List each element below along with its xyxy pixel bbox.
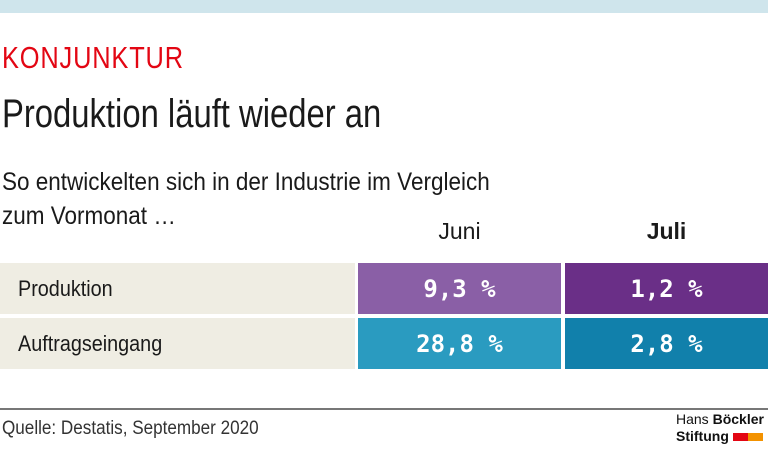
subtitle-line-2: zum Vormonat … (2, 202, 176, 230)
chart-title: Produktion läuft wieder an (2, 92, 382, 136)
table-row: Auftragseingang 28,8 % 2,8 % (0, 318, 768, 369)
value-cell: 1,2 % (565, 263, 768, 314)
logo-text: Hans (676, 411, 709, 427)
chart-subtitle: So entwickelten sich in der Industrie im… (2, 165, 490, 233)
row-label-cell: Produktion (0, 263, 355, 314)
row-label: Produktion (18, 276, 113, 301)
logo-text-bold: Stiftung (676, 428, 729, 444)
value-cell: 28,8 % (358, 318, 561, 369)
subtitle-line-1: So entwickelten sich in der Industrie im… (2, 168, 490, 196)
row-label: Auftragseingang (18, 331, 163, 356)
hans-boeckler-logo: Hans Böckler Stiftung (676, 411, 764, 445)
top-accent-bar (0, 0, 768, 13)
divider (0, 408, 768, 410)
table-row: Produktion 9,3 % 1,2 % (0, 263, 768, 314)
logo-text-bold: Böckler (712, 411, 764, 427)
logo-orange-square (747, 433, 763, 442)
source-note: Quelle: Destatis, September 2020 (2, 418, 259, 439)
column-header-juli: Juli (646, 218, 687, 244)
logo-red-square (732, 433, 748, 442)
column-header-juni: Juni (438, 218, 481, 244)
value-cell: 9,3 % (358, 263, 561, 314)
kicker: KONJUNKTUR (2, 40, 184, 75)
value-cell: 2,8 % (565, 318, 768, 369)
row-label-cell: Auftragseingang (0, 318, 355, 369)
